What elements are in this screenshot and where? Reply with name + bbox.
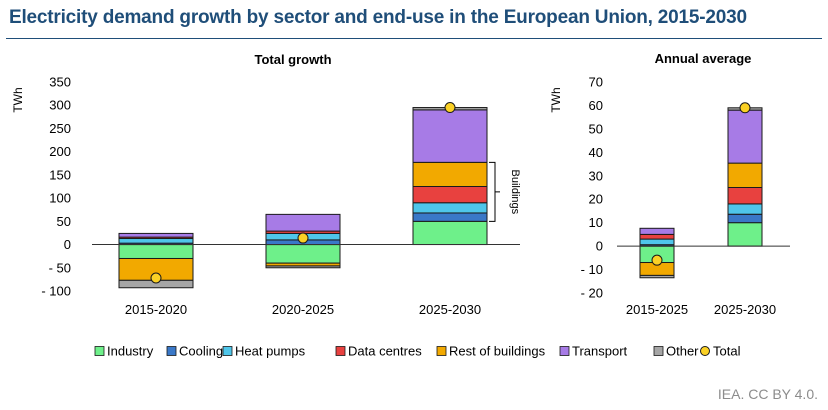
legend-label: Heat pumps (235, 344, 306, 359)
bar-data-centres (639, 233, 675, 240)
x-tick-label: 2015-2025 (626, 302, 688, 317)
legend-label: Total (713, 344, 741, 359)
credit-text: IEA. CC BY 4.0. (717, 386, 818, 402)
legend-label: Other (666, 344, 699, 359)
y-tick-label: - 20 (581, 286, 603, 301)
legend-label: Transport (572, 344, 628, 359)
total-marker (444, 102, 456, 114)
bar-heat-pumps (727, 203, 763, 215)
y-tick-label: 0 (596, 239, 603, 254)
bar-other (265, 265, 341, 269)
y-tick-label: 20 (589, 192, 603, 207)
legend-label: Industry (107, 344, 154, 359)
legend-label: Data centres (348, 344, 422, 359)
bar-transport (118, 232, 194, 238)
legend-swatch-rest-of-buildings (436, 346, 447, 356)
legend-swatch-total (700, 346, 710, 356)
panel-title: Total growth (254, 52, 331, 67)
bar-heat-pumps (118, 238, 194, 244)
y-tick-label: 150 (49, 167, 71, 182)
total-marker (651, 254, 663, 266)
bar-data-centres (412, 186, 488, 204)
panel-title: Annual average (655, 51, 752, 66)
bar-transport (265, 213, 341, 232)
y-tick-label: 50 (57, 214, 71, 229)
bar-cooling (412, 212, 488, 222)
y-tick-label: 100 (49, 191, 71, 206)
legend-swatch-other (653, 346, 664, 356)
bar-industry (118, 244, 194, 259)
bar-transport (727, 109, 763, 164)
y-tick-label: - 10 (581, 262, 603, 277)
y-tick-label: 10 (589, 215, 603, 230)
bar-industry (412, 220, 488, 246)
chart-panel-2: Annual average TWh 70 60 50 40 30 20 10 0 - 10 - 20… (549, 51, 790, 317)
legend-swatch-cooling (166, 346, 177, 356)
x-tick-label: 2025-2030 (419, 302, 481, 317)
bar-other (639, 274, 675, 279)
bar-rest-of-buildings (727, 162, 763, 189)
bar-heat-pumps (639, 238, 675, 246)
y-tick-label: 60 (589, 98, 603, 113)
legend-label: Rest of buildings (449, 344, 546, 359)
y-tick-label: 350 (49, 75, 71, 90)
x-tick-label: 2025-2030 (714, 302, 776, 317)
legend-swatch-transport (559, 346, 570, 356)
bar-heat-pumps (412, 202, 488, 214)
x-tick-label: 2015-2020 (125, 302, 187, 317)
y-tick-label: 250 (49, 121, 71, 136)
y-tick-label: 200 (49, 144, 71, 159)
legend-swatch-heat-pumps (222, 346, 233, 356)
y-tick-label: 300 (49, 98, 71, 113)
bar-data-centres (727, 187, 763, 205)
y-tick-label: - 50 (49, 260, 71, 275)
legend-swatch-industry (94, 346, 105, 356)
bar-rest-of-buildings (412, 161, 488, 188)
bar-industry (727, 222, 763, 247)
title-rule (6, 38, 822, 39)
legend: Industry Cooling Heat pumps Data centres Res… (94, 344, 741, 359)
bar-industry (265, 244, 341, 264)
y-tick-label: 40 (589, 145, 603, 160)
y-axis-title: TWh (549, 87, 563, 112)
bar-transport (639, 227, 675, 235)
chart-panel-1: Total growth TWh 350 300 250 200 150 100 50 0 - 50… (11, 52, 521, 317)
total-marker (297, 232, 309, 244)
legend-label: Cooling (179, 344, 223, 359)
y-tick-label: 30 (589, 168, 603, 183)
y-tick-label: - 100 (41, 284, 71, 299)
total-marker (739, 102, 751, 114)
y-tick-label: 50 (589, 121, 603, 136)
y-tick-label: 0 (64, 237, 71, 252)
x-tick-label: 2020-2025 (272, 302, 334, 317)
buildings-label: Buildings (509, 170, 521, 215)
buildings-bracket (489, 161, 500, 222)
y-axis-title: TWh (11, 87, 25, 112)
legend-swatch-data-centres (335, 346, 346, 356)
total-marker (150, 272, 162, 284)
bar-cooling (727, 213, 763, 224)
chart-title: Electricity demand growth by sector and … (9, 7, 747, 28)
y-tick-label: 70 (589, 75, 603, 90)
bar-transport (412, 109, 488, 163)
